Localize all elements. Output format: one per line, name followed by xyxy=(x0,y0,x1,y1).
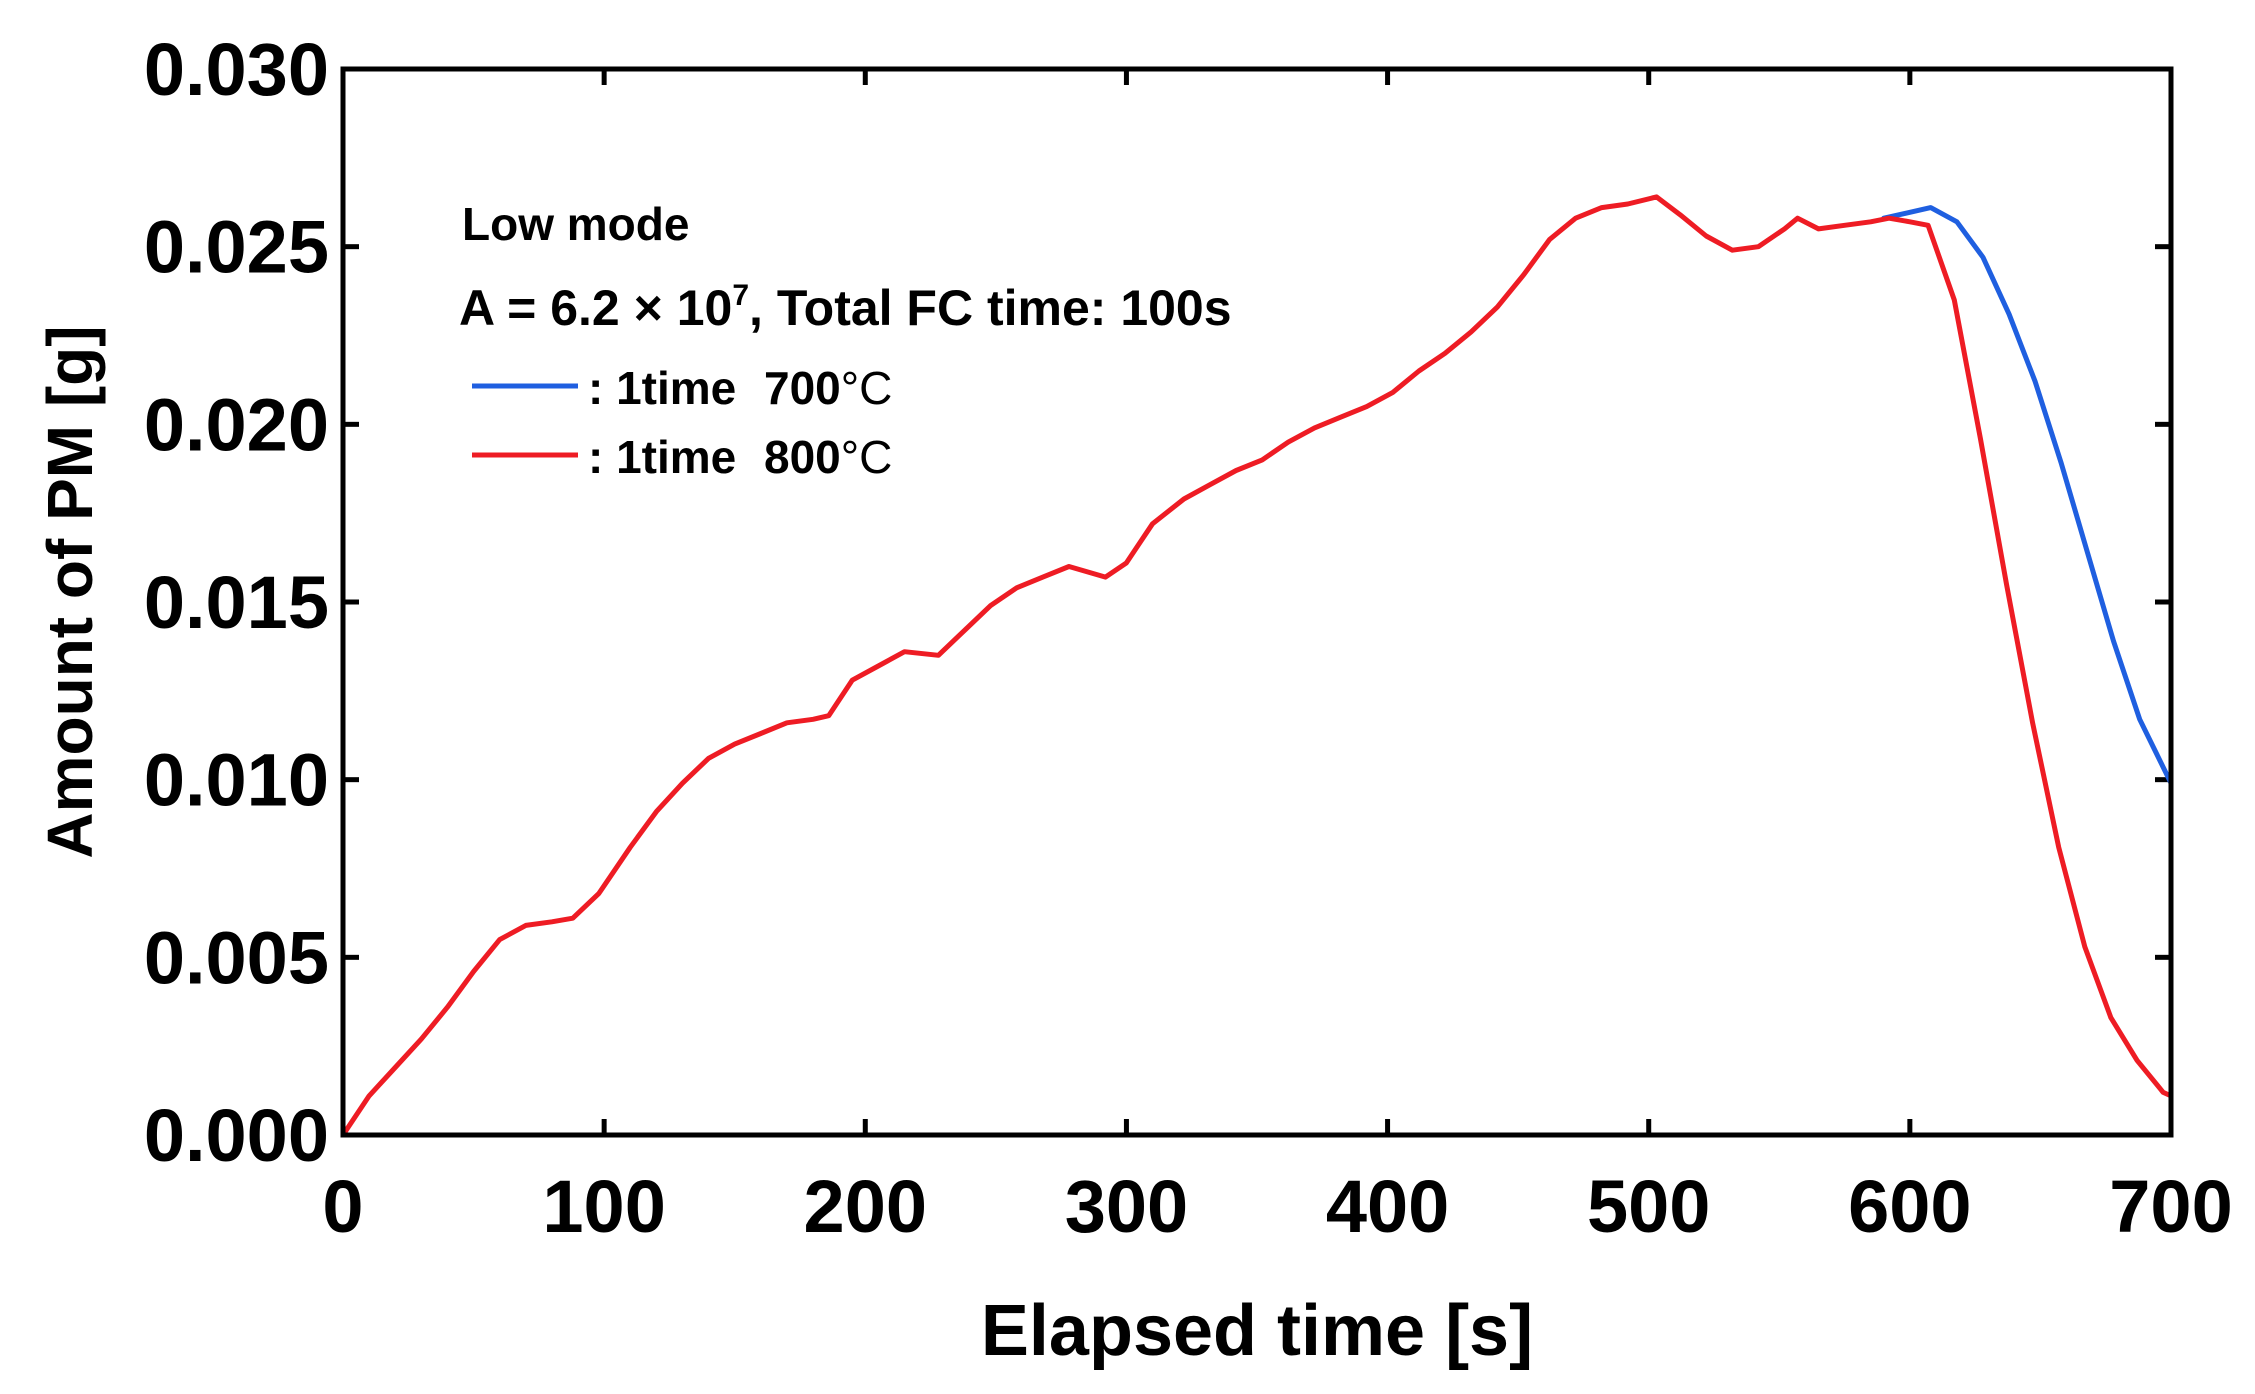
legend: : 1time 700°C : 1time 800°C xyxy=(472,362,892,483)
legend-label-800: : 1time 800°C xyxy=(588,431,892,483)
x-axis-title: Elapsed time [s] xyxy=(981,1291,1533,1371)
legend-unit-700: °C xyxy=(841,362,893,414)
series-line-800 xyxy=(340,194,2174,1138)
legend-entry-800: : 1time 800°C xyxy=(472,431,892,483)
y-tick-label: 0.015 xyxy=(144,561,329,644)
x-tick-label: 200 xyxy=(804,1165,927,1248)
y-tick-label: 0.030 xyxy=(144,28,329,111)
x-tick-label: 0 xyxy=(322,1165,363,1248)
legend-label-700: : 1time 700°C xyxy=(588,362,892,414)
params-prefix: A = 6.2 × 10 xyxy=(459,280,732,336)
legend-text-800: : 1time xyxy=(588,431,736,483)
x-tick-label: 100 xyxy=(542,1165,665,1248)
legend-text-700: : 1time xyxy=(588,362,736,414)
legend-temp-800: 800 xyxy=(764,431,841,483)
legend-entry-700: : 1time 700°C xyxy=(472,362,892,414)
series-line-700 xyxy=(1881,205,2174,786)
plot-frame xyxy=(340,66,2174,1138)
legend-unit-800: °C xyxy=(841,431,893,483)
legend-temp-700: 700 xyxy=(764,362,841,414)
y-tick-label: 0.010 xyxy=(144,739,329,822)
x-tick-label: 600 xyxy=(1848,1165,1971,1248)
x-tick-labels: 0 100 200 300 400 500 600 700 xyxy=(322,1165,2232,1248)
y-tick-label: 0.020 xyxy=(144,383,329,466)
params-exponent: 7 xyxy=(732,279,749,312)
x-tick-label: 400 xyxy=(1326,1165,1449,1248)
x-tick-label: 700 xyxy=(2109,1165,2232,1248)
y-tick-label: 0.005 xyxy=(144,916,329,999)
params-suffix: , Total FC time: 100s xyxy=(749,280,1232,336)
mode-label: Low mode xyxy=(462,198,689,250)
y-axis-title: Amount of PM [g] xyxy=(34,325,106,858)
x-tick-label: 500 xyxy=(1587,1165,1710,1248)
annotation-block: Low mode A = 6.2 × 107, Total FC time: 1… xyxy=(459,198,1232,336)
params-label: A = 6.2 × 107, Total FC time: 100s xyxy=(459,279,1232,336)
y-tick-label: 0.025 xyxy=(144,206,329,289)
y-tick-label: 0.000 xyxy=(144,1094,329,1177)
x-tick-label: 300 xyxy=(1065,1165,1188,1248)
series-layer xyxy=(340,194,2174,1138)
y-tick-labels: 0.000 0.005 0.010 0.015 0.020 0.025 0.030 xyxy=(144,28,329,1177)
